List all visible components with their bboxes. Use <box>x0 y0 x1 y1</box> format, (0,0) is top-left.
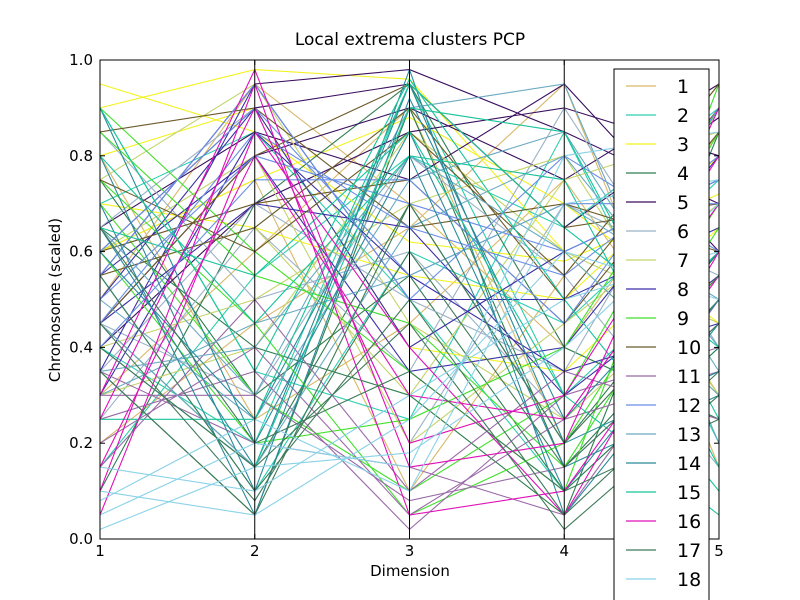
legend-item-5: 5 <box>626 192 689 214</box>
chart-title: Local extrema clusters PCP <box>295 30 525 50</box>
legend-label: 11 <box>677 366 701 388</box>
x-tick-label: 2 <box>250 542 260 560</box>
x-tick-label: 3 <box>405 542 415 560</box>
x-tick-label: 5 <box>714 542 724 560</box>
legend-label: 14 <box>677 453 701 475</box>
y-tick-label: 0.2 <box>69 434 93 452</box>
ticks-layer: 0.00.20.40.60.81.01 2 3 4 5 <box>69 51 724 560</box>
legend-label: 2 <box>677 105 689 127</box>
axes-layer <box>99 59 720 540</box>
y-axis-label: Chromosome (scaled) <box>46 218 64 382</box>
x-axis-label: Dimension <box>370 562 450 580</box>
legend-item-7: 7 <box>626 250 689 272</box>
legend-item-1: 1 <box>626 76 689 98</box>
legend-label: 6 <box>677 221 689 243</box>
legend-item-18: 18 <box>626 569 701 591</box>
legend-item-15: 15 <box>626 482 701 504</box>
legend-item-4: 4 <box>626 163 689 185</box>
y-tick-label: 0.4 <box>69 338 93 356</box>
legend-item-3: 3 <box>626 134 689 156</box>
legend-box <box>613 68 710 600</box>
legend-item-13: 13 <box>626 424 701 446</box>
legend-item-8: 8 <box>626 279 689 301</box>
legend-label: 4 <box>677 163 689 185</box>
legend-item-16: 16 <box>626 511 701 533</box>
legend-item-9: 9 <box>626 308 689 330</box>
legend-label: 12 <box>677 395 701 417</box>
legend-label: 16 <box>677 511 701 533</box>
legend-item-14: 14 <box>626 453 701 475</box>
y-tick-label: 0.6 <box>69 243 93 261</box>
legend-label: 1 <box>677 76 689 98</box>
legend-item-2: 2 <box>626 105 689 127</box>
legend-item-12: 12 <box>626 395 701 417</box>
y-tick-label: 0.0 <box>69 530 93 548</box>
legend-item-11: 11 <box>626 366 701 388</box>
legend-item-17: 17 <box>626 540 701 562</box>
legend-label: 8 <box>677 279 689 301</box>
legend-label: 17 <box>677 540 701 562</box>
legend-label: 7 <box>677 250 689 272</box>
y-tick-label: 0.8 <box>69 147 93 165</box>
x-tick-label: 1 <box>95 542 105 560</box>
legend-label: 18 <box>677 569 701 591</box>
legend-label: 13 <box>677 424 701 446</box>
legend-item-6: 6 <box>626 221 689 243</box>
legend-item-10: 10 <box>626 337 701 359</box>
legend-label: 10 <box>677 337 701 359</box>
legend-label: 9 <box>677 308 689 330</box>
legend-label: 3 <box>677 134 689 156</box>
legend-label: 15 <box>677 482 701 504</box>
legend-label: 5 <box>677 192 689 214</box>
y-tick-label: 1.0 <box>69 51 93 69</box>
x-tick-label: 4 <box>559 542 569 560</box>
